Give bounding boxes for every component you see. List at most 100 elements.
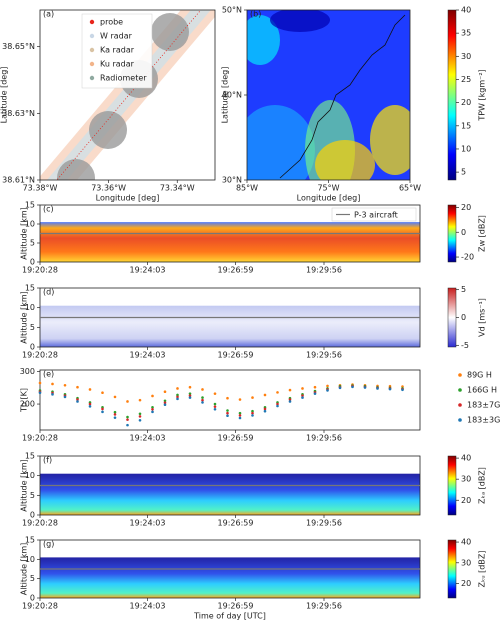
colorbar-tick-label: 0 [461, 313, 466, 322]
tb-point [201, 401, 204, 404]
tb-point [88, 388, 92, 391]
x-tick-label: 19:20:28 [22, 602, 58, 611]
tb-point [263, 407, 267, 411]
y-tick-label: 200 [20, 400, 35, 409]
tb-point [226, 396, 229, 400]
tb-point [201, 398, 204, 402]
tb-point [388, 387, 392, 391]
tb-point [376, 387, 379, 390]
panel-label: (b) [250, 10, 261, 19]
axes-frame [39, 9, 216, 181]
y-tick-label: 15 [25, 452, 35, 461]
tb-point [226, 411, 229, 415]
tb-point [201, 396, 204, 399]
y-tick-label: 15 [25, 284, 35, 293]
tb-point [401, 385, 404, 388]
axes-frame [39, 369, 421, 431]
colorbar-tick-label: 10 [461, 144, 471, 153]
colorbar-tick-label: 40 [461, 538, 471, 547]
tb-point [188, 392, 192, 395]
colorbar [447, 539, 457, 599]
legend-label: Ku radar [100, 60, 135, 69]
x-tick-label: 19:29:56 [306, 351, 342, 360]
legend-label: 183±7G H [467, 401, 500, 410]
legend-box [331, 207, 417, 222]
tb-point [101, 391, 104, 395]
tb-point [226, 409, 229, 412]
y-tick-label: 300 [20, 367, 35, 376]
tb-point [126, 423, 129, 427]
tb-point [238, 414, 242, 417]
tb-point [213, 402, 217, 406]
tb-point [163, 403, 167, 407]
tb-point [151, 394, 154, 398]
colorbar-tick-label: 20 [461, 579, 471, 588]
tb-point [138, 412, 142, 416]
colorbar-label: Vd [ms⁻¹] [478, 298, 487, 337]
colorbar [447, 287, 457, 348]
tb-point [138, 398, 142, 402]
legend-label: 89G H [467, 371, 492, 380]
tb-point [76, 385, 79, 389]
legend-label: Radiometer [100, 74, 147, 83]
legend-marker [458, 388, 462, 392]
y-tick-label: 5 [30, 323, 35, 332]
y-axis-label: Tb [K] [20, 388, 29, 413]
tb-point [38, 391, 42, 395]
colorbar-tick-label: 0 [461, 228, 466, 237]
x-tick-label: 75°W [317, 184, 339, 193]
tb-point [251, 409, 254, 413]
x-tick-label: 73.38°W [23, 184, 58, 193]
y-tick-label: 0 [30, 594, 35, 603]
x-tick-label: 19:29:56 [306, 434, 342, 443]
x-tick-label: 19:26:59 [218, 266, 254, 275]
tb-point [176, 393, 179, 397]
tb-point [113, 410, 117, 414]
tb-point [326, 389, 329, 392]
colorbar-tick-label: 20 [461, 98, 471, 107]
tb-point [63, 383, 67, 387]
x-tick-label: 19:29:56 [306, 519, 342, 528]
tb-point [176, 387, 179, 390]
tb-point [188, 394, 192, 397]
tb-point [263, 393, 267, 397]
tb-point [251, 411, 254, 415]
tb-point [188, 396, 192, 399]
x-axis-label: Longitude [deg] [96, 194, 160, 203]
tb-point [151, 410, 154, 414]
y-tick-label: 38.61°N [2, 176, 35, 185]
tb-point [213, 392, 217, 395]
colorbar [447, 9, 457, 181]
tb-point [101, 410, 104, 414]
tb-point [201, 388, 204, 391]
tb-point [126, 415, 129, 419]
y-tick-label: 15 [25, 201, 35, 210]
colorbar-tick-label: 35 [461, 29, 471, 38]
x-tick-label: 65°W [399, 184, 421, 193]
x-tick-label: 19:26:59 [218, 434, 254, 443]
y-tick-label: 0 [30, 511, 35, 520]
tb-point [51, 393, 54, 396]
tb-point [38, 381, 42, 385]
tb-point [213, 405, 217, 408]
tb-point [363, 386, 367, 389]
x-tick-label: 19:26:59 [218, 351, 254, 360]
x-tick-label: 19:20:28 [22, 266, 58, 275]
tb-point [76, 398, 79, 401]
tb-point [313, 385, 317, 389]
colorbar-tick-label: 20 [461, 203, 471, 212]
tb-point [138, 418, 142, 422]
y-axis-label: Latitude [deg] [221, 67, 230, 124]
tb-point [301, 396, 304, 399]
y-tick-label: 50°N [222, 6, 242, 15]
colorbar-tick-label: 30 [461, 558, 471, 567]
y-tick-label: 5 [30, 491, 35, 500]
legend-marker [458, 403, 462, 407]
colorbar-tick-label: 40 [461, 6, 471, 15]
tb-point [151, 405, 154, 409]
y-tick-label: 15 [25, 536, 35, 545]
tb-point [176, 397, 179, 401]
colorbar-label: TPW [kgm⁻²] [478, 69, 487, 121]
x-tick-label: 73.36°W [91, 184, 126, 193]
x-tick-label: 19:26:59 [218, 602, 254, 611]
